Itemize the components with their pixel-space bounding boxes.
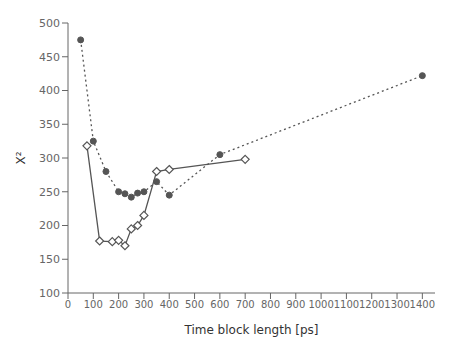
svg-text:500: 500: [39, 17, 60, 30]
svg-text:450: 450: [39, 51, 60, 64]
svg-text:1100: 1100: [334, 299, 359, 310]
svg-text:200: 200: [39, 219, 60, 232]
svg-text:400: 400: [160, 299, 179, 310]
svg-text:1400: 1400: [410, 299, 435, 310]
svg-text:300: 300: [134, 299, 153, 310]
svg-text:600: 600: [210, 299, 229, 310]
svg-text:400: 400: [39, 84, 60, 97]
svg-text:250: 250: [39, 186, 60, 199]
svg-text:Time block length [ps]: Time block length [ps]: [183, 323, 318, 337]
svg-text:500: 500: [185, 299, 204, 310]
svg-text:1200: 1200: [359, 299, 384, 310]
svg-text:100: 100: [39, 287, 60, 300]
svg-text:700: 700: [236, 299, 255, 310]
svg-text:150: 150: [39, 253, 60, 266]
svg-text:1000: 1000: [308, 299, 333, 310]
svg-text:100: 100: [84, 299, 103, 310]
svg-text:900: 900: [286, 299, 305, 310]
svg-text:X²: X²: [14, 151, 28, 164]
svg-text:800: 800: [261, 299, 280, 310]
svg-text:0: 0: [65, 299, 71, 310]
svg-text:1300: 1300: [384, 299, 409, 310]
svg-text:200: 200: [109, 299, 128, 310]
svg-text:350: 350: [39, 118, 60, 131]
svg-text:300: 300: [39, 152, 60, 165]
